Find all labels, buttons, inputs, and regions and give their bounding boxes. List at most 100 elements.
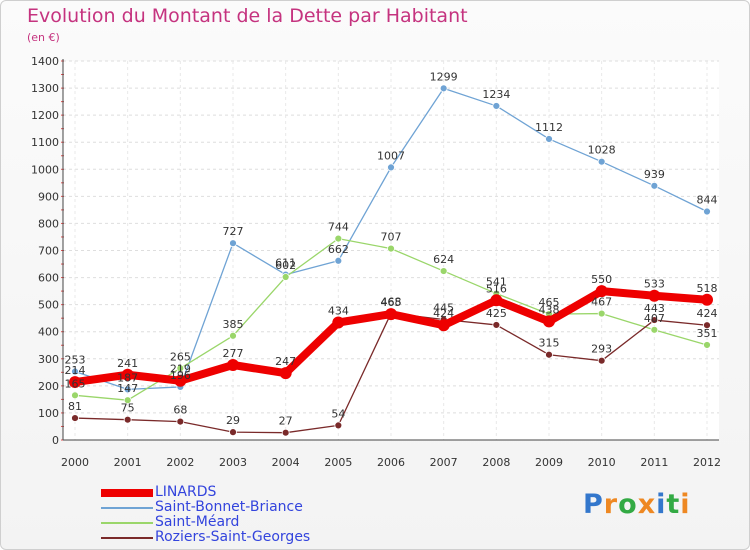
data-point [385,308,397,321]
x-tick-label: 2007 [430,456,458,469]
data-label: 214 [65,364,86,377]
data-label: 662 [328,243,349,256]
data-point [650,325,659,334]
data-point [650,316,659,324]
data-point [387,244,395,253]
data-point [121,368,134,381]
data-label: 147 [117,382,138,395]
data-point [597,309,606,318]
data-point [71,391,79,400]
data-point [71,414,79,422]
data-label: 1028 [588,144,616,157]
data-label: 241 [117,357,138,370]
y-tick-label: 1100 [31,136,59,149]
data-point [281,273,290,281]
legend-swatch [101,506,153,509]
data-point [176,364,185,373]
legend-swatch [101,536,153,539]
data-point [229,428,237,437]
data-point [439,267,448,275]
data-label: 1007 [377,149,405,162]
data-point [545,350,553,359]
unit-label: (en €) [27,31,60,44]
data-label: 727 [223,225,244,238]
data-label: 29 [226,414,240,427]
data-label: 293 [591,343,612,356]
legend-label: Saint-Méard [155,514,240,530]
x-tick-label: 2004 [272,456,300,469]
data-label: 533 [644,278,665,291]
data-label: 75 [121,402,135,415]
legend-item: Saint-Méard [101,515,310,530]
data-label: 707 [381,231,402,244]
legend-swatch [101,521,153,524]
data-point [229,331,237,340]
data-label: 81 [68,400,82,413]
data-point [595,285,608,298]
data-point [597,157,606,166]
data-label: 624 [433,253,454,266]
data-label: 443 [644,302,665,315]
data-label: 187 [117,371,138,384]
data-point [543,315,555,328]
data-label: 424 [433,307,454,320]
data-point [334,234,343,243]
data-point [176,417,185,426]
data-point [281,428,290,437]
data-point [437,319,450,332]
data-label: 1112 [535,121,563,134]
data-label: 550 [591,273,612,286]
data-point [334,421,343,430]
legend-item: Saint-Bonnet-Briance [101,500,310,515]
data-label: 438 [539,303,560,316]
data-label: 27 [279,415,293,428]
data-label: 424 [697,307,718,320]
data-point [71,367,79,376]
data-point [490,294,503,307]
data-label: 351 [697,327,718,340]
data-point [387,163,395,172]
y-tick-label: 800 [38,217,59,230]
data-point [648,289,661,302]
y-tick-label: 500 [38,299,59,312]
data-label: 518 [697,282,718,295]
data-point [703,207,711,216]
line-chart: 0 100 200 300 400 500 600 700 800 900 1000 1100 1200… [31,55,721,469]
x-tick-label: 2009 [535,456,563,469]
data-label: 219 [170,363,191,376]
data-label: 165 [65,377,86,390]
data-label: 434 [328,305,349,318]
data-point [439,84,448,93]
legend-item: LINARDS [101,485,310,500]
data-label: 939 [644,168,665,181]
data-point [703,341,711,349]
data-label: 744 [328,221,349,234]
legend-label: LINARDS [155,484,217,500]
data-label: 196 [170,369,191,382]
data-point [703,321,711,330]
x-tick-label: 2008 [482,456,510,469]
data-point [701,293,713,306]
data-label: 541 [486,276,507,289]
data-point [123,415,132,424]
y-tick-label: 100 [38,407,59,420]
data-point [69,376,81,389]
data-label: 844 [697,194,718,207]
data-label: 425 [486,307,507,320]
data-label: 265 [170,350,191,363]
y-tick-label: 300 [38,353,59,366]
x-tick-label: 2003 [219,456,247,469]
legend: LINARDS Saint-Bonnet-Briance Saint-Méard Ro… [101,485,310,545]
legend-swatch [101,488,153,497]
legend-item: Roziers-Saint-Georges [101,530,310,545]
data-point [597,356,606,365]
data-label: 516 [486,282,507,295]
data-point [650,181,659,190]
legend-label: Saint-Bonnet-Briance [155,499,303,515]
data-label: 465 [381,296,402,309]
y-tick-label: 900 [38,190,59,203]
proxiti-logo: Proxiti [583,489,691,520]
x-tick-label: 2011 [640,456,668,469]
x-tick-label: 2002 [166,456,194,469]
